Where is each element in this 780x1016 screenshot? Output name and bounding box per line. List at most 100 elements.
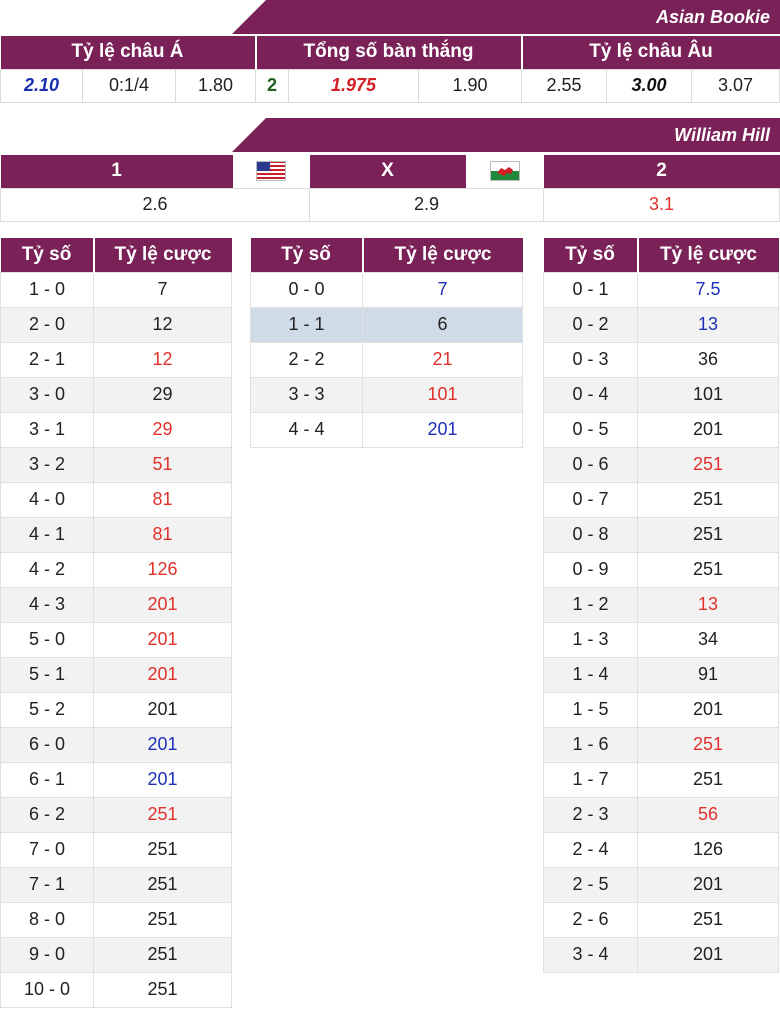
header-total-goals: Tổng số bàn thắng xyxy=(255,36,523,69)
odds-cell: 7 xyxy=(93,271,232,308)
score-cell: 1 - 1 xyxy=(250,306,363,343)
table-row: 3 - 3 101 xyxy=(250,376,523,413)
score-cell: 4 - 2 xyxy=(0,551,94,588)
score-cell: 2 - 3 xyxy=(543,796,638,833)
score-cell: 0 - 2 xyxy=(543,306,638,343)
draw-odds: 2.9 xyxy=(309,187,544,222)
odds-header: Tỷ lệ cược xyxy=(637,238,779,272)
table-row: 1 - 6 251 xyxy=(543,726,779,763)
table-row: 5 - 0 201 xyxy=(0,621,232,658)
total-under: 1.90 xyxy=(418,68,522,103)
score-cell: 6 - 0 xyxy=(0,726,94,763)
table-row: 4 - 2 126 xyxy=(0,551,232,588)
odds-cell: 56 xyxy=(637,796,779,833)
table-row: 0 - 8 251 xyxy=(543,516,779,553)
table-row: 0 - 2 13 xyxy=(543,306,779,343)
odds-cell: 201 xyxy=(362,411,523,448)
odds-cell: 201 xyxy=(93,656,232,693)
score-cell: 9 - 0 xyxy=(0,936,94,973)
score-cell: 5 - 2 xyxy=(0,691,94,728)
table-row: 2 - 6 251 xyxy=(543,901,779,938)
odds-cell: 81 xyxy=(93,516,232,553)
score-header: Tỷ số xyxy=(0,238,95,272)
table-row: 0 - 1 7.5 xyxy=(543,271,779,308)
table-row: 9 - 0 251 xyxy=(0,936,232,973)
table-row: 0 - 4 101 xyxy=(543,376,779,413)
odds-cell: 201 xyxy=(93,586,232,623)
odds-cell: 251 xyxy=(637,481,779,518)
odds-cell: 251 xyxy=(93,796,232,833)
odds-cell: 201 xyxy=(637,691,779,728)
table-row: 5 - 2 201 xyxy=(0,691,232,728)
odds-cell: 12 xyxy=(93,306,232,343)
score-cell: 1 - 5 xyxy=(543,691,638,728)
odds-cell: 126 xyxy=(637,831,779,868)
score-cell: 1 - 4 xyxy=(543,656,638,693)
score-cell: 5 - 1 xyxy=(0,656,94,693)
odds-cell: 251 xyxy=(637,901,779,938)
score-cell: 0 - 6 xyxy=(543,446,638,483)
score-cell: 1 - 7 xyxy=(543,761,638,798)
score-cell: 8 - 0 xyxy=(0,901,94,938)
score-cell: 10 - 0 xyxy=(0,971,94,1008)
table-row: 4 - 3 201 xyxy=(0,586,232,623)
table-row: 3 - 4 201 xyxy=(543,936,779,973)
asia-handicap: 0:1/4 xyxy=(82,68,176,103)
score-cell: 1 - 2 xyxy=(543,586,638,623)
table-row: 7 - 0 251 xyxy=(0,831,232,868)
score-cell: 7 - 1 xyxy=(0,866,94,903)
table-row: 2 - 4 126 xyxy=(543,831,779,868)
score-cell: 2 - 6 xyxy=(543,901,638,938)
table-row: 2 - 0 12 xyxy=(0,306,232,343)
table-row: 2 - 5 201 xyxy=(543,866,779,903)
score-cell: 3 - 4 xyxy=(543,936,638,973)
table-row: 10 - 0 251 xyxy=(0,971,232,1008)
table-row: 1 - 4 91 xyxy=(543,656,779,693)
table-row: 0 - 3 36 xyxy=(543,341,779,378)
odds-cell: 251 xyxy=(93,831,232,868)
header-europe: Tỷ lệ châu Âu xyxy=(521,36,780,69)
odds-cell: 251 xyxy=(637,516,779,553)
odds-cell: 51 xyxy=(93,446,232,483)
odds-cell: 201 xyxy=(93,761,232,798)
table-row: 3 - 1 29 xyxy=(0,411,232,448)
table-row: 7 - 1 251 xyxy=(0,866,232,903)
asian-odds-table: Tỷ lệ châu Á Tổng số bàn thắng Tỷ lệ châ… xyxy=(0,36,780,103)
score-cell: 0 - 9 xyxy=(543,551,638,588)
score-cell: 3 - 3 xyxy=(250,376,363,413)
header-away-win: 2 xyxy=(543,155,780,188)
table-row: 1 - 7 251 xyxy=(543,761,779,798)
odds-cell: 201 xyxy=(637,936,779,973)
table-row: 4 - 0 81 xyxy=(0,481,232,518)
odds-cell: 201 xyxy=(93,726,232,763)
home-win-odds: 2.6 xyxy=(0,187,310,222)
score-cell: 2 - 4 xyxy=(543,831,638,868)
odds-cell: 201 xyxy=(637,866,779,903)
odds-cell: 91 xyxy=(637,656,779,693)
score-cell: 2 - 5 xyxy=(543,866,638,903)
table-row: 0 - 5 201 xyxy=(543,411,779,448)
score-cell: 4 - 0 xyxy=(0,481,94,518)
score-cell: 0 - 5 xyxy=(543,411,638,448)
header-home-win: 1 xyxy=(0,155,233,188)
score-cell: 4 - 4 xyxy=(250,411,363,448)
table-row: 2 - 1 12 xyxy=(0,341,232,378)
score-cell: 4 - 1 xyxy=(0,516,94,553)
score-cell: 1 - 3 xyxy=(543,621,638,658)
score-cell: 4 - 3 xyxy=(0,586,94,623)
odds-cell: 101 xyxy=(362,376,523,413)
odds-cell: 12 xyxy=(93,341,232,378)
away-win-scores-table: Tỷ số Tỷ lệ cược 0 - 1 7.5 0 - 2 13 0 - 3 36 0… xyxy=(543,238,779,973)
table-row: 5 - 1 201 xyxy=(0,656,232,693)
score-cell: 5 - 0 xyxy=(0,621,94,658)
europe-draw: 3.00 xyxy=(606,68,692,103)
odds-cell: 251 xyxy=(637,446,779,483)
table-row: 6 - 2 251 xyxy=(0,796,232,833)
table-row: 1 - 2 13 xyxy=(543,586,779,623)
table-row: 0 - 9 251 xyxy=(543,551,779,588)
odds-cell: 251 xyxy=(637,761,779,798)
